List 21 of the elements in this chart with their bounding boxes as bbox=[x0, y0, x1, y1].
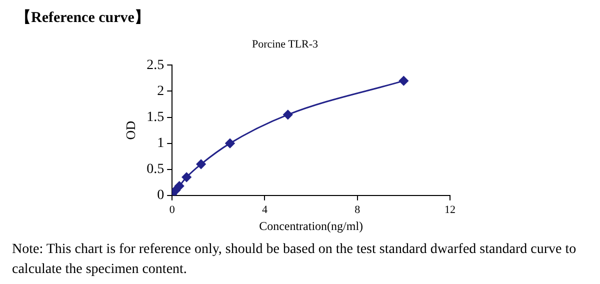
point bbox=[283, 110, 293, 120]
y-tick-label: 1.5 bbox=[146, 110, 164, 125]
point bbox=[182, 172, 192, 182]
x-axis-title: Concentration(ng/ml) bbox=[259, 218, 364, 233]
x-tick-label: 8 bbox=[354, 204, 361, 216]
text: 【Reference curve】 bbox=[16, 8, 150, 27]
point bbox=[225, 138, 235, 148]
y-tick-label: 1 bbox=[157, 136, 164, 151]
x-tick-label: 0 bbox=[169, 204, 176, 216]
y-tick-label: 2.5 bbox=[146, 58, 164, 73]
point bbox=[398, 76, 408, 86]
text: Note: This chart is for reference only, should be based on the test standard dwarfed standard curve to calculate the specimen content. bbox=[12, 241, 577, 279]
y-tick-label: 0 bbox=[157, 188, 164, 204]
point bbox=[174, 181, 184, 191]
point bbox=[196, 159, 206, 169]
x-tick-label: 12 bbox=[444, 204, 456, 216]
y-axis-title: OD bbox=[123, 120, 138, 140]
y-tick-label: 2 bbox=[157, 84, 164, 99]
x-tick-label: 4 bbox=[262, 204, 268, 216]
chart-title: Porcine TLR-3 bbox=[252, 38, 319, 50]
y-tick-label: 0.5 bbox=[146, 162, 164, 178]
